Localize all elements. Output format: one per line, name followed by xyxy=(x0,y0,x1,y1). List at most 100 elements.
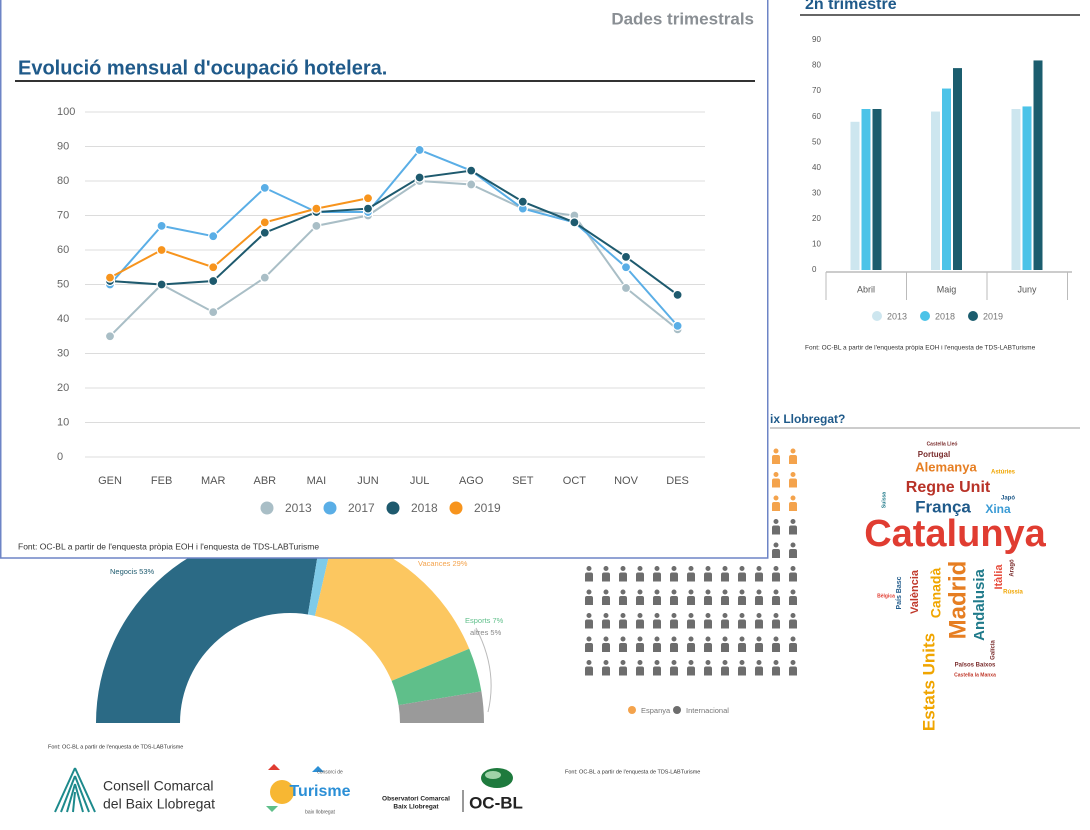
y-tick-label: 30 xyxy=(812,188,821,197)
legend-label: 2019 xyxy=(983,311,1003,321)
pie-segment xyxy=(398,691,484,723)
data-point xyxy=(569,217,580,228)
logo-consorci-icon xyxy=(266,764,324,812)
pictogram-icon xyxy=(602,636,610,652)
y-tick-label: 20 xyxy=(812,214,821,223)
x-tick-label: ABR xyxy=(253,475,276,487)
word: Rússia xyxy=(1003,590,1023,596)
word: Japó xyxy=(1001,496,1015,502)
logo-ocbl-icon xyxy=(462,768,513,812)
x-tick-label: Abril xyxy=(857,284,875,294)
pictogram-icon xyxy=(585,589,593,605)
data-point xyxy=(259,182,270,193)
legend-marker xyxy=(386,501,400,515)
legend-marker xyxy=(260,501,274,515)
data-point xyxy=(672,320,683,331)
pictogram-icon xyxy=(687,660,695,676)
word: Bèlgica xyxy=(877,593,895,599)
pictogram-icon xyxy=(738,660,746,676)
y-tick-label: 50 xyxy=(57,278,69,290)
pictogram-icon xyxy=(738,589,746,605)
bar xyxy=(1022,106,1032,270)
legend-marker xyxy=(968,311,978,321)
y-tick-label: 60 xyxy=(57,244,69,256)
pictogram-icon xyxy=(687,613,695,629)
pictogram-icon xyxy=(619,636,627,652)
pictogram-icon xyxy=(636,613,644,629)
word: Alemanya xyxy=(915,459,977,474)
data-point xyxy=(156,279,167,290)
x-tick-label: JUN xyxy=(357,475,378,487)
logo-mark xyxy=(312,766,324,772)
word: País Basc xyxy=(896,576,903,609)
y-tick-label: 100 xyxy=(57,106,75,118)
bar xyxy=(1033,60,1043,270)
data-point xyxy=(414,172,425,183)
pie-segment xyxy=(391,648,482,706)
pictogram-icon xyxy=(789,636,797,652)
pictogram-icon xyxy=(585,660,593,676)
data-point xyxy=(311,220,322,231)
bar xyxy=(953,68,962,270)
pictogram-icon xyxy=(721,613,729,629)
data-point xyxy=(208,262,219,273)
pictogram-icon xyxy=(619,613,627,629)
logo-mark xyxy=(485,771,501,779)
x-tick-label: DES xyxy=(666,475,689,487)
x-tick-label: JUL xyxy=(410,475,430,487)
legend-label: 2018 xyxy=(411,501,438,515)
pictogram-icon xyxy=(619,566,627,582)
data-point xyxy=(259,217,270,228)
logo-mark xyxy=(268,764,280,770)
pictogram-icon xyxy=(755,589,763,605)
pictogram-icon xyxy=(789,660,797,676)
y-tick-label: 0 xyxy=(812,265,817,274)
x-tick-label: GEN xyxy=(98,475,122,487)
y-tick-label: 80 xyxy=(812,61,821,70)
pictogram-icon xyxy=(602,660,610,676)
y-tick-label: 10 xyxy=(57,416,69,428)
y-tick-label: 0 xyxy=(57,451,63,463)
logo-text: Consell Comarcal xyxy=(103,778,213,794)
x-tick-label: OCT xyxy=(563,475,587,487)
pictogram-icon xyxy=(772,636,780,652)
y-tick-label: 20 xyxy=(57,382,69,394)
section-title: ix Llobregat? xyxy=(770,412,845,426)
legend-marker xyxy=(920,311,930,321)
pictogram-icon xyxy=(789,495,797,511)
pictogram-icon xyxy=(721,566,729,582)
y-tick-label: 10 xyxy=(812,240,821,249)
data-point xyxy=(414,144,425,156)
pictogram-icon xyxy=(636,636,644,652)
bar xyxy=(861,109,871,270)
y-tick-label: 40 xyxy=(57,313,69,325)
pictogram-icon xyxy=(789,519,797,535)
legend-marker xyxy=(628,706,636,714)
pictogram-icon xyxy=(619,589,627,605)
pictogram-icon xyxy=(772,542,780,558)
pie-segment xyxy=(314,534,470,681)
word: Andalusia xyxy=(971,569,988,641)
pictogram-icon xyxy=(772,519,780,535)
word: Catalunya xyxy=(864,513,1046,555)
pictogram-icon xyxy=(789,542,797,558)
pictogram-icon xyxy=(636,566,644,582)
pictogram-icon xyxy=(602,566,610,582)
pictogram-icon xyxy=(755,566,763,582)
data-point xyxy=(208,231,219,242)
data-point xyxy=(156,244,167,256)
pictogram-icon xyxy=(704,660,712,676)
panel-frame xyxy=(0,0,769,559)
pictogram-icon xyxy=(653,613,661,629)
pictogram-icon xyxy=(687,636,695,652)
word: Galícia xyxy=(991,640,997,660)
pictogram-icon xyxy=(789,589,797,605)
x-tick-label: MAR xyxy=(201,475,226,487)
legend-label: Internacional xyxy=(686,706,729,715)
logo-text: Baix Llobregat xyxy=(393,804,439,811)
data-point xyxy=(466,179,477,190)
x-tick-label: FEB xyxy=(151,475,172,487)
legend-marker xyxy=(449,501,463,515)
